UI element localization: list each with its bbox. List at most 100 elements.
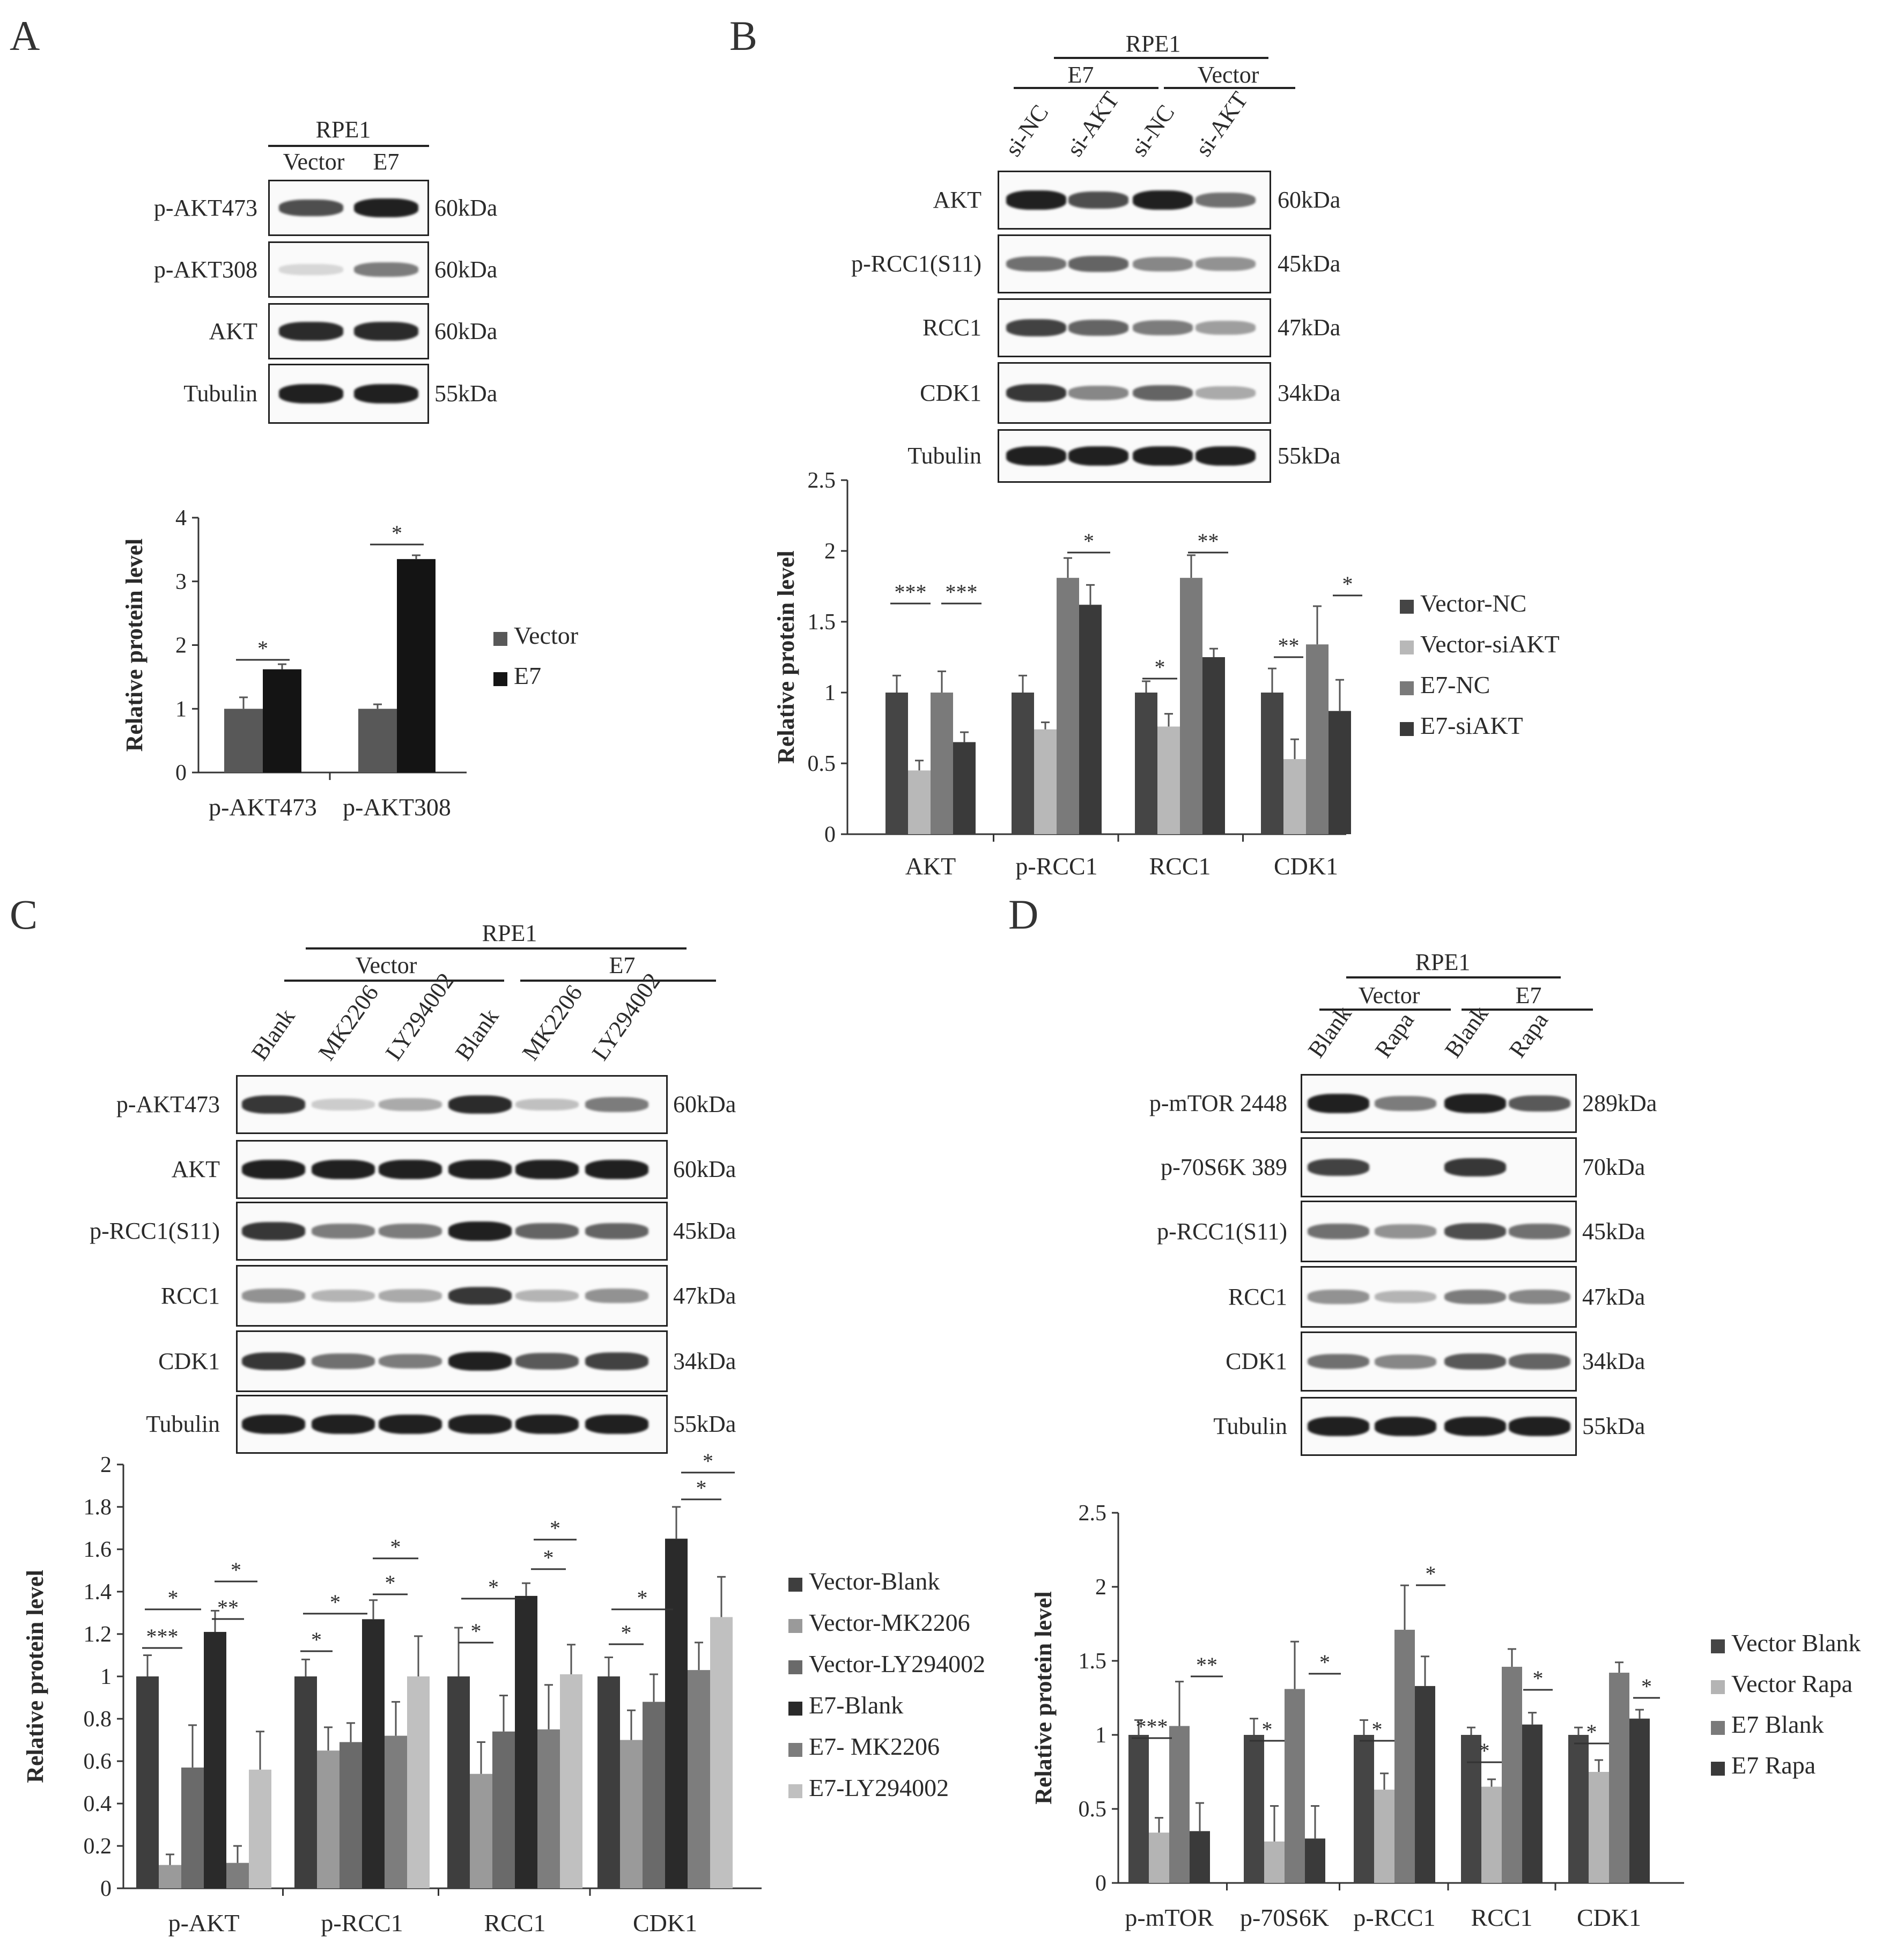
chart-b-bar [1135, 693, 1157, 834]
panel-d-blot-size: 70kDa [1582, 1154, 1645, 1180]
blot-band [515, 1223, 579, 1239]
chart-d-significance-marker: * [1533, 1666, 1544, 1690]
chart-c-y-tick-label: 2 [100, 1453, 112, 1477]
chart-c-bar [470, 1774, 492, 1888]
panel-c-blot-size: 47kDa [673, 1282, 736, 1309]
blot-band [1307, 1158, 1369, 1176]
chart-a-legend-label: E7 [514, 662, 541, 689]
blot-band [379, 1289, 442, 1303]
chart-c-legend-swatch [788, 1743, 802, 1757]
chart-d-bar [1128, 1735, 1149, 1883]
chart-c-bar [317, 1750, 340, 1888]
chart-a-legend-label: Vector [514, 622, 578, 649]
chart-d-bar [1481, 1786, 1502, 1883]
panel-b-vector-line [1164, 87, 1295, 89]
chart-d-bar [1264, 1841, 1285, 1883]
chart-c-legend-label: Vector-LY294002 [809, 1650, 985, 1677]
panel-c-blot-size: 60kDa [673, 1091, 736, 1117]
panel-a-cell-line: RPE1 [315, 116, 371, 143]
panel-d-vector-line [1319, 1009, 1451, 1011]
blot-band [279, 264, 343, 275]
chart-c-bar [515, 1595, 537, 1888]
blot-band [1195, 321, 1256, 335]
blot-band [354, 198, 418, 218]
chart-c-bar [385, 1735, 407, 1888]
chart-b-y-label: Relative protein level [773, 550, 799, 764]
panel-d-blot-rcc1 [1301, 1266, 1577, 1328]
panel-c-blot-label: p-AKT473 [116, 1091, 220, 1117]
chart-a-bar [224, 709, 263, 772]
blot-band [585, 1352, 648, 1370]
chart-c-bar [643, 1702, 665, 1888]
chart-d-significance-marker: * [1262, 1717, 1273, 1741]
chart-c-legend-swatch [788, 1784, 802, 1798]
blot-band [379, 1224, 442, 1239]
chart-d-category-label: p-RCC1 [1353, 1904, 1435, 1931]
chart-d-category-label: RCC1 [1471, 1904, 1532, 1931]
panel-a-blot-label: AKT [209, 318, 257, 344]
panel-a-blot-size: 60kDa [434, 318, 498, 344]
chart-b-legend-label: E7-NC [1420, 671, 1490, 698]
chart-d-bar [1169, 1726, 1190, 1883]
blot-band [242, 1352, 305, 1371]
chart-a-bar [397, 559, 436, 772]
blot-band [1307, 1224, 1369, 1239]
blot-band [1374, 1290, 1436, 1304]
chart-d-y-tick-label: 1.5 [1079, 1649, 1107, 1674]
blot-band [1195, 256, 1256, 271]
panel-c-header-line [306, 947, 687, 950]
panel-d-letter: D [1008, 891, 1039, 938]
chart-c-y-tick-label: 1.2 [84, 1622, 112, 1647]
chart-c-category-label: CDK1 [633, 1909, 697, 1937]
panel-b-blot-size: 34kDa [1278, 379, 1341, 406]
chart-d-legend-label: E7 Rapa [1731, 1752, 1816, 1779]
blot-band [448, 1286, 512, 1305]
chart-c-bar [136, 1676, 159, 1888]
chart-d-bar [1629, 1718, 1650, 1883]
blot-band [354, 262, 418, 277]
blot-band [1133, 446, 1193, 466]
chart-c-significance-marker: *** [146, 1624, 179, 1649]
chart-b-bar [1057, 578, 1079, 834]
chart-c-significance-marker: * [311, 1628, 322, 1652]
panel-b-letter: B [729, 12, 758, 59]
panel-c-letter: C [10, 891, 38, 938]
panel-b-blot-label: RCC1 [922, 314, 981, 341]
chart-d-significance-marker: * [1319, 1650, 1330, 1674]
panel-d-blot-size: 289kDa [1582, 1090, 1657, 1116]
panel-d-e7-line [1462, 1009, 1593, 1011]
chart-a-y-tick-label: 4 [175, 506, 187, 531]
blot-band [1508, 1095, 1570, 1112]
blot-band [585, 1289, 648, 1303]
chart-a-y-tick-label: 1 [175, 697, 187, 722]
panel-a-blot-label: p-AKT473 [153, 194, 257, 221]
chart-d-y-tick-label: 1 [1095, 1723, 1106, 1748]
chart-b-significance-marker: ** [1278, 634, 1300, 658]
chart-c-significance-marker: * [385, 1571, 396, 1595]
chart-c-y-tick-label: 0.4 [84, 1792, 112, 1816]
panel-b-blot-size: 47kDa [1278, 314, 1341, 341]
chart-d-bar [1461, 1735, 1481, 1883]
chart-b-legend-label: Vector-siAKT [1420, 630, 1560, 658]
chart-d-bar [1244, 1735, 1264, 1883]
chart-b-y-tick-label: 0.5 [808, 752, 836, 776]
panel-d-cell-line: RPE1 [1415, 949, 1471, 975]
chart-c-bar [294, 1676, 317, 1888]
chart-c-significance-marker: * [703, 1449, 713, 1473]
panel-d-blot-label: p-mTOR 2448 [1149, 1090, 1287, 1116]
chart-c-legend-label: E7-Blank [809, 1691, 903, 1719]
blot-band [1006, 384, 1066, 402]
chart-b-y-tick-label: 2 [824, 539, 836, 564]
chart-c-legend-swatch [788, 1578, 802, 1592]
panel-c-blot-label: Tubulin [146, 1411, 220, 1437]
blot-band [312, 1224, 375, 1239]
chart-c-category-label: p-RCC1 [321, 1909, 403, 1937]
chart-d-bar [1415, 1686, 1435, 1883]
panel-d-blot-label: p-70S6K 389 [1161, 1154, 1287, 1180]
chart-c-y-label: Relative protein level [22, 1570, 48, 1783]
blot-band [1006, 256, 1066, 272]
chart-b-bar [1079, 605, 1102, 834]
chart-d-bar [1305, 1838, 1325, 1883]
blot-band [1006, 190, 1066, 210]
panel-b-blot-size: 45kDa [1278, 251, 1341, 277]
